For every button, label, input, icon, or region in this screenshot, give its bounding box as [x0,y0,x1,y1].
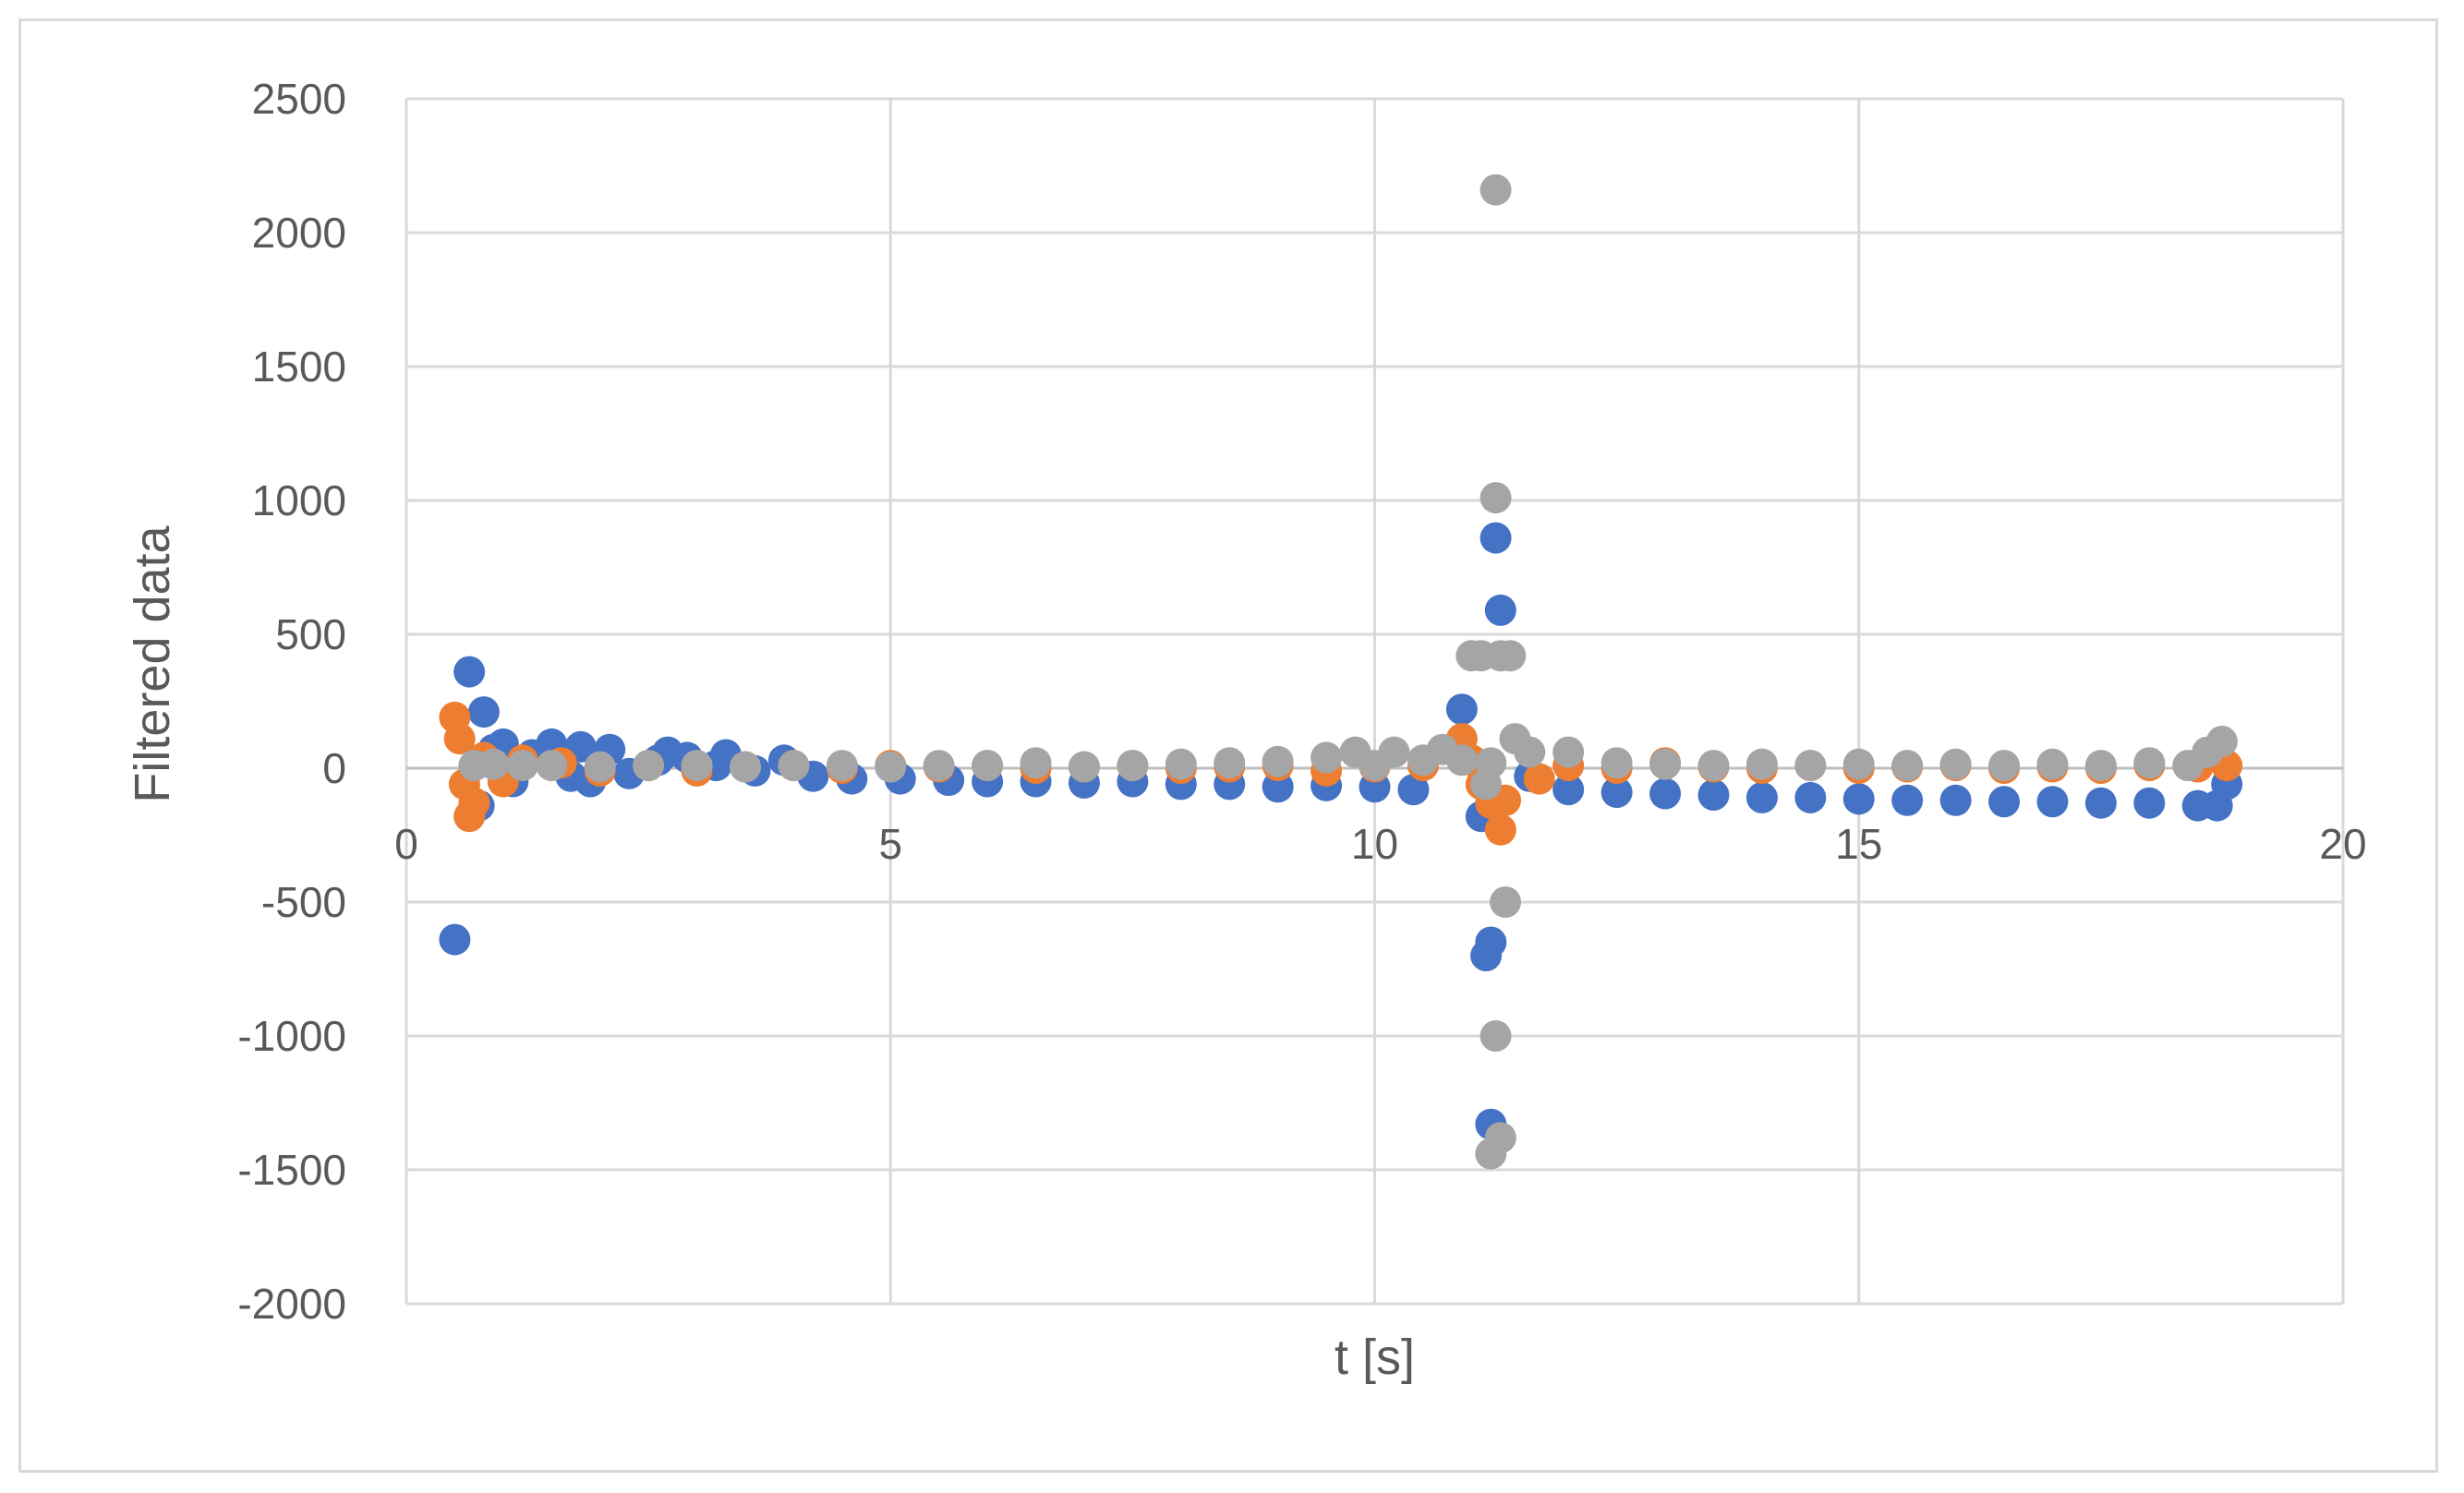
series-3-point [826,750,858,782]
series-3-point [1552,736,1585,768]
series-3-point [1649,748,1682,780]
y-tick-label: -1000 [237,1012,346,1060]
series-3-point [1490,886,1522,918]
x-tick-label: 20 [2319,820,2366,868]
series-3-point [2133,747,2166,779]
chart-area: 2500 2000 1500 1000 500 0 -500 -1000 -1500 -2000 0… [18,18,2438,1473]
y-tick-label: 1000 [252,476,346,524]
series-3-point [1480,1020,1512,1052]
y-tick-label: 0 [322,744,346,792]
series-3-point [2084,750,2117,782]
x-axis-title: t [s] [1335,1330,1415,1385]
series-3-point [1988,750,2021,782]
series-2-point [1484,813,1516,846]
series-1-point [1988,786,2021,818]
series-3-point [536,750,568,782]
series-2-point [1523,763,1555,795]
x-tick-label: 5 [878,820,902,868]
x-tick-label: 15 [1835,820,1882,868]
y-axis-title: Filtered data [125,524,180,802]
chart-svg: 2500 2000 1500 1000 500 0 -500 -1000 -1500 -2000 0… [125,75,2367,1385]
series-1-point [1480,522,1512,554]
series-3-point [1939,748,1972,780]
series-1-point [2036,786,2069,818]
series-3-point [681,750,713,782]
series-3-point [1480,482,1512,514]
series-1-point [1484,594,1516,626]
series-3-point [633,750,665,782]
series-1-point [1745,781,1778,813]
series-1-point [453,656,486,688]
series-2-point [458,787,490,819]
series-3-point [584,751,616,783]
y-tick-label: 2000 [252,209,346,257]
series-3-point [1165,748,1197,780]
series-1-point [1600,777,1633,809]
series-3-point [2036,748,2069,780]
series-3-point [1068,751,1100,783]
series-1-point [1794,781,1827,813]
tick-labels: 2500 2000 1500 1000 500 0 -500 -1000 -1500 -2000 0… [237,75,2366,1328]
series-1-point [1649,777,1682,810]
series-1-point [2133,787,2166,819]
series-3-point [1445,744,1478,777]
y-tick-label: -500 [261,878,346,926]
y-tick-label: -1500 [237,1146,346,1194]
series-1-point [467,696,500,728]
series-1-point [1842,783,1875,815]
x-tick-label: 0 [394,820,418,868]
series-3-point [1697,750,1730,782]
series-1-point [1475,926,1507,958]
series-1-point [1552,774,1585,806]
series-3-point [1311,741,1343,774]
series-3-point [1020,747,1052,779]
series-2-point [443,723,476,755]
gridlines [405,97,2345,1306]
x-tick-label: 10 [1351,820,1398,868]
series-3-point [1745,748,1778,780]
series-3-point [1117,750,1149,782]
series-1-point [1939,784,1972,816]
y-tick-label: -2000 [237,1280,346,1328]
y-tick-label: 2500 [252,75,346,123]
series-3-point [1891,750,1924,782]
series-1-point [2084,787,2117,819]
series-3-point [477,748,510,780]
series-3-point [778,750,810,782]
series-3-point [1484,1122,1516,1154]
series-3-point [1214,747,1246,779]
series-3-point [2205,726,2238,757]
series-3-point [1475,747,1507,779]
series-3-point [1378,736,1410,768]
series-1-point [1445,693,1478,726]
y-tick-label: 1500 [252,343,346,391]
series-3-point [1262,745,1294,777]
y-tick-label: 500 [275,610,346,658]
series-1-point [1397,774,1430,806]
series-3-point [729,751,761,783]
series-3-point [1600,747,1633,779]
data-points [439,174,2243,1170]
series-3-point [923,750,955,782]
series-3-point [972,750,1004,782]
series-1-point [439,923,471,956]
series-1-point [1697,779,1730,811]
series-3-point [506,750,538,782]
series-3-point [1794,750,1827,782]
series-3-point [875,751,907,783]
series-3-point [1480,174,1512,206]
series-3-point [1514,736,1546,768]
series-3-point [1494,640,1527,672]
series-1-point [1891,784,1924,816]
series-3-point [1842,748,1875,780]
